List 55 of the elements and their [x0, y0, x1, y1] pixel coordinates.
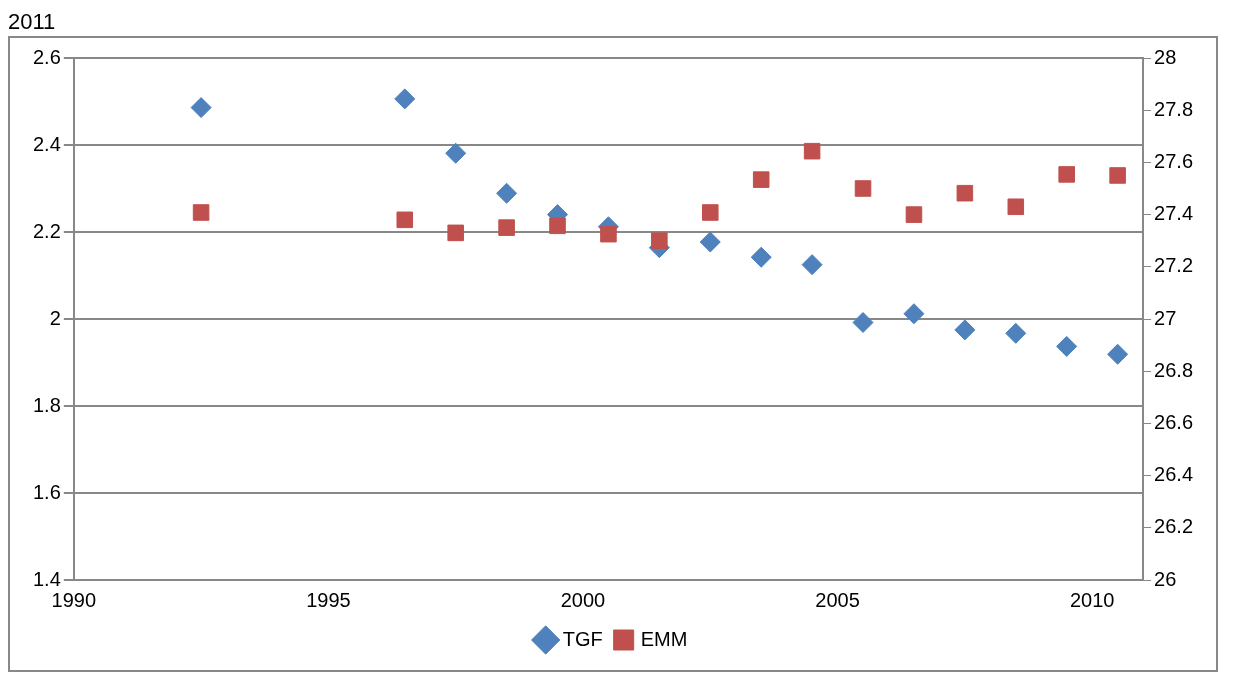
point — [903, 303, 925, 325]
point — [1058, 166, 1075, 183]
point — [1005, 322, 1027, 344]
point — [396, 211, 414, 229]
y-tick-label: 1.6 — [32, 480, 61, 503]
point — [445, 142, 467, 164]
point — [956, 184, 974, 202]
x-tick-label: 2005 — [815, 588, 860, 611]
legend-label: EMM — [640, 627, 688, 650]
y2-tick-label: 26.8 — [1154, 358, 1194, 381]
point — [750, 246, 772, 268]
y2-tick-label: 28 — [1154, 45, 1177, 68]
y2-tick-label: 27.4 — [1154, 202, 1194, 225]
y2-tick-label: 27.6 — [1154, 149, 1194, 172]
y2-tick-label: 26 — [1154, 567, 1177, 590]
y2-tick-label: 27 — [1154, 306, 1177, 329]
point — [192, 204, 210, 221]
x-tick-label: 2000 — [560, 588, 606, 611]
point — [447, 224, 464, 242]
point — [801, 254, 823, 276]
point — [549, 217, 566, 235]
point — [852, 311, 874, 333]
point — [1109, 167, 1126, 184]
y2-tick-label: 26.6 — [1154, 410, 1194, 433]
legend-label: TGF — [562, 627, 603, 650]
point — [702, 204, 719, 221]
point — [854, 180, 872, 197]
point — [651, 232, 668, 249]
y-tick-label: 2.6 — [32, 45, 61, 68]
point — [496, 182, 518, 204]
point — [954, 319, 976, 341]
x-tick-label: 1995 — [306, 588, 351, 611]
y-tick-label: 1.4 — [32, 567, 61, 590]
point — [498, 219, 515, 236]
y-tick-label: 2.2 — [32, 219, 61, 242]
chart-title: 2011 — [8, 8, 57, 36]
y-tick-label: 2 — [49, 306, 61, 329]
x-tick-label: 2010 — [1069, 588, 1115, 611]
y2-tick-label: 27.2 — [1154, 254, 1194, 277]
point — [699, 231, 721, 253]
x-tick-label: 1990 — [51, 588, 97, 611]
point — [905, 206, 923, 223]
y2-tick-label: 26.4 — [1154, 463, 1194, 486]
point — [803, 142, 821, 160]
point — [1007, 198, 1025, 216]
point — [1056, 335, 1078, 357]
y2-tick-label: 27.8 — [1154, 97, 1194, 120]
y-tick-label: 2.4 — [32, 132, 61, 155]
point — [600, 225, 617, 243]
point — [394, 88, 416, 110]
point — [752, 171, 770, 188]
point — [1107, 343, 1129, 365]
y2-tick-label: 26.2 — [1154, 515, 1194, 538]
point — [190, 97, 212, 119]
y-tick-label: 1.8 — [32, 393, 61, 416]
